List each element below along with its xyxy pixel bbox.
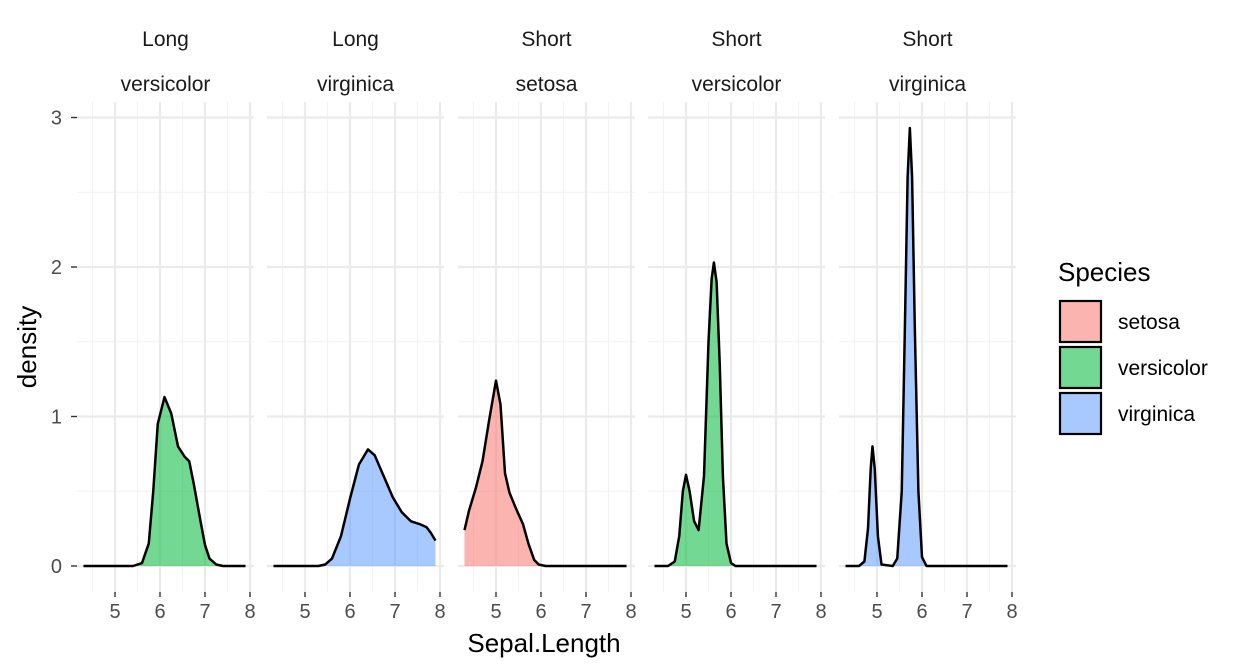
- strip-label-top: Short: [521, 28, 571, 51]
- density-line-virginica: [845, 126, 1008, 568]
- density-line-versicolor: [83, 395, 246, 568]
- x-tick-label: 6: [535, 601, 546, 623]
- density-line-virginica: [273, 448, 437, 568]
- x-tick-label: 6: [154, 601, 165, 623]
- y-tick-label: 1: [51, 407, 62, 429]
- strip-label-bottom: versicolor: [692, 73, 782, 96]
- legend-swatch-setosa: [1058, 299, 1103, 344]
- strip-label-bottom: virginica: [317, 73, 394, 96]
- facet-panel: Long virginica 5 6 7 8: [267, 28, 446, 623]
- strip-label-bottom: setosa: [516, 73, 578, 96]
- y-tick-label: 0: [51, 556, 62, 578]
- x-tick-label: 7: [770, 601, 781, 623]
- legend-swatch-versicolor: [1058, 345, 1103, 390]
- facet-panel: Short virginica 5 6 7 8: [839, 28, 1018, 623]
- legend-label-setosa: setosa: [1118, 311, 1180, 334]
- density-area-virginica: [273, 449, 436, 566]
- density-line-setosa: [463, 379, 627, 568]
- x-tick-label: 8: [244, 601, 255, 623]
- legend-label-virginica: virginica: [1118, 403, 1195, 426]
- x-axis-title: Sepal.Length: [467, 628, 620, 658]
- facet-panel: Short setosa 5 6 7 8: [458, 28, 637, 623]
- x-tick-label: 6: [725, 601, 736, 623]
- x-tick-label: 5: [871, 601, 882, 623]
- x-tick-label: 6: [916, 601, 927, 623]
- legend: Species setosa versicolor virginica: [1058, 257, 1208, 436]
- legend-title: Species: [1058, 257, 1151, 287]
- x-tick-label: 5: [490, 601, 501, 623]
- x-tick-label: 7: [580, 601, 591, 623]
- density-area-versicolor: [83, 397, 246, 566]
- facet-panel: Long versicolor 5 6 7 8: [77, 28, 256, 623]
- legend-swatch-virginica: [1058, 391, 1103, 436]
- x-tick-label: 5: [109, 601, 120, 623]
- x-tick-label: 8: [625, 601, 636, 623]
- strip-label-top: Long: [332, 28, 379, 51]
- density-area-setosa: [464, 380, 627, 566]
- x-tick-label: 8: [434, 601, 445, 623]
- x-tick-label: 8: [815, 601, 826, 623]
- x-tick-label: 7: [199, 601, 210, 623]
- facet-panel: Short versicolor 5 6 7 8: [648, 28, 827, 623]
- x-tick-label: 6: [344, 601, 355, 623]
- x-tick-label: 5: [299, 601, 310, 623]
- x-tick-label: 8: [1006, 601, 1017, 623]
- strip-label-top: Short: [902, 28, 952, 51]
- strip-label-top: Long: [142, 28, 189, 51]
- strip-label-bottom: virginica: [889, 73, 966, 96]
- strip-label-bottom: versicolor: [121, 73, 211, 96]
- legend-label-versicolor: versicolor: [1118, 357, 1208, 380]
- strip-label-top: Short: [711, 28, 761, 51]
- y-tick-label: 2: [51, 257, 62, 279]
- y-axis-title: density: [12, 306, 42, 388]
- y-tick-label: 3: [51, 108, 62, 130]
- x-tick-label: 7: [961, 601, 972, 623]
- x-tick-label: 7: [389, 601, 400, 623]
- density-line-versicolor: [654, 261, 817, 568]
- density-area-versicolor: [654, 262, 817, 566]
- x-tick-label: 5: [680, 601, 691, 623]
